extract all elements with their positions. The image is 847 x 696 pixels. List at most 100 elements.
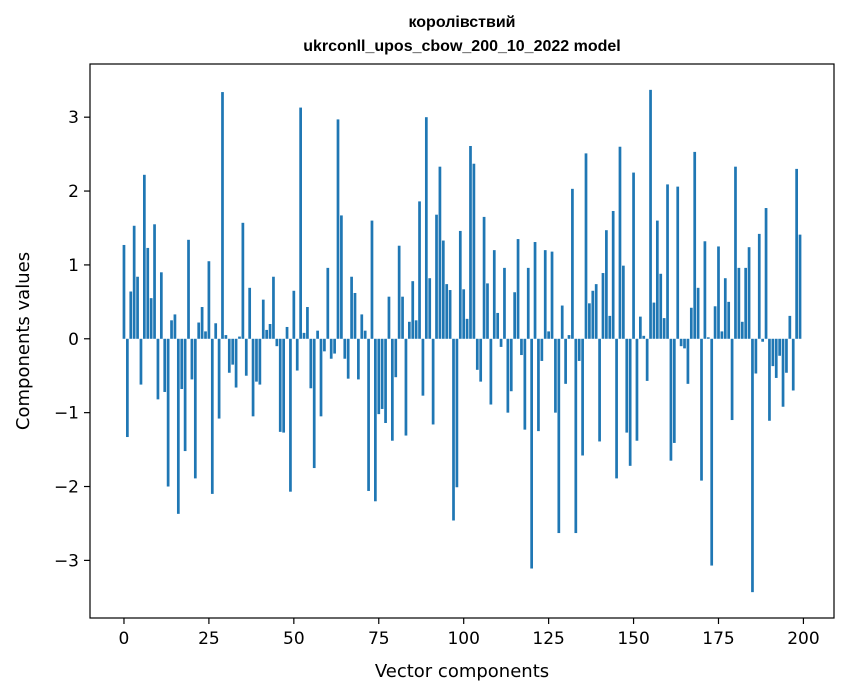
- bar: [380, 338, 384, 409]
- bar: [516, 239, 520, 339]
- bar: [737, 267, 741, 339]
- bar: [492, 250, 496, 339]
- bar: [730, 338, 734, 421]
- bar: [496, 312, 500, 339]
- x-tick-label: 50: [283, 629, 305, 649]
- bar: [394, 338, 398, 378]
- bar: [438, 166, 442, 339]
- bar: [635, 338, 639, 441]
- bar: [584, 153, 588, 339]
- bar: [323, 338, 326, 352]
- bar: [533, 242, 537, 339]
- bar: [465, 318, 469, 339]
- bar: [567, 335, 571, 339]
- bar: [771, 338, 775, 367]
- bar: [210, 338, 214, 494]
- bar: [224, 335, 228, 339]
- bar: [353, 292, 357, 339]
- bar: [469, 145, 472, 339]
- bar: [197, 322, 201, 339]
- bar: [346, 338, 350, 379]
- bar: [611, 210, 615, 339]
- bar: [475, 338, 479, 370]
- bar: [588, 303, 591, 339]
- bar: [268, 324, 272, 339]
- bar: [734, 166, 737, 339]
- bar: [744, 267, 748, 339]
- bar: [367, 338, 370, 491]
- bar: [173, 314, 177, 339]
- bar: [377, 338, 381, 415]
- bar: [523, 338, 527, 430]
- bar: [428, 278, 432, 339]
- bar: [557, 338, 561, 534]
- bar: [251, 338, 255, 417]
- bar: [214, 323, 218, 339]
- y-tick-label: 3: [68, 108, 79, 128]
- bar: [615, 338, 618, 479]
- bar: [571, 188, 574, 339]
- bar: [221, 92, 224, 339]
- bar: [666, 184, 669, 339]
- bar: [506, 338, 510, 413]
- bar: [513, 292, 517, 339]
- x-tick-label: 100: [447, 629, 479, 649]
- bar: [282, 338, 286, 433]
- bar-series: [122, 89, 802, 593]
- bar: [601, 273, 605, 339]
- bar: [231, 338, 235, 365]
- bar: [618, 146, 622, 339]
- y-tick-label: 2: [68, 182, 79, 202]
- bar: [435, 214, 438, 339]
- bar: [139, 338, 143, 385]
- bar: [499, 338, 503, 347]
- bar: [387, 296, 391, 339]
- bar: [333, 338, 336, 354]
- bar: [622, 265, 625, 339]
- bar: [472, 163, 476, 339]
- bar: [757, 233, 761, 339]
- bar: [591, 290, 595, 339]
- bar: [686, 338, 690, 384]
- bar: [258, 338, 262, 385]
- chart-title-group: королівствий ukrconll_upos_cbow_200_10_2…: [303, 14, 620, 55]
- bar: [700, 338, 703, 481]
- bar: [795, 168, 798, 339]
- bar: [455, 338, 459, 488]
- bar: [564, 338, 567, 384]
- bar: [778, 338, 782, 356]
- bar: [625, 338, 629, 433]
- bar: [594, 284, 598, 339]
- bar: [540, 338, 544, 361]
- y-tick-label: −2: [54, 478, 79, 498]
- x-tick-label: 25: [198, 629, 220, 649]
- bar: [129, 291, 133, 339]
- bar: [248, 287, 252, 339]
- bar: [374, 338, 377, 502]
- bar: [289, 338, 292, 492]
- bar: [720, 331, 724, 339]
- bar: [238, 336, 241, 339]
- bar: [180, 338, 184, 390]
- bar: [200, 307, 204, 339]
- bar: [696, 287, 700, 339]
- bar: [530, 338, 534, 569]
- bar: [785, 338, 788, 373]
- bar: [217, 338, 221, 419]
- bar: [370, 220, 374, 339]
- bar: [418, 201, 421, 339]
- bar: [659, 273, 663, 339]
- y-axis-label: Components values: [13, 252, 34, 430]
- bar: [241, 222, 245, 339]
- x-tick-label: 200: [787, 629, 819, 649]
- bar: [740, 321, 744, 339]
- bar: [462, 289, 466, 339]
- bar: [764, 208, 768, 339]
- chart-subtitle: ukrconll_upos_cbow_200_10_2022 model: [303, 38, 620, 55]
- y-tick-label: 0: [68, 330, 79, 350]
- bar: [424, 117, 428, 339]
- bar: [326, 267, 330, 339]
- x-axis-label: Vector components: [375, 661, 549, 682]
- bar: [306, 307, 309, 339]
- bar: [207, 261, 211, 339]
